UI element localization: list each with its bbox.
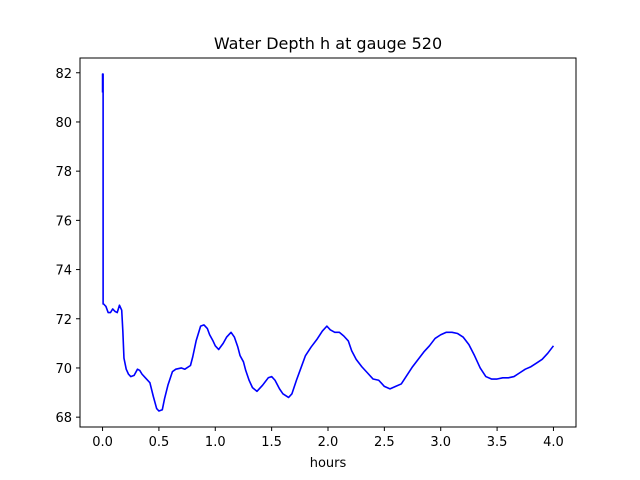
x-tick-label: 0.5 <box>149 435 170 450</box>
y-tick-label: 78 <box>55 165 72 180</box>
y-tick-label: 74 <box>55 264 72 279</box>
y-axis: 68 70 72 74 76 78 80 82 <box>55 67 80 426</box>
y-tick-label: 72 <box>55 313 72 328</box>
x-tick-label: 2.0 <box>318 435 339 450</box>
series-line <box>101 73 555 412</box>
x-tick-label: 1.0 <box>205 435 226 450</box>
x-tick-label: 0.0 <box>92 435 113 450</box>
x-tick-label: 1.5 <box>261 435 282 450</box>
y-tick-label: 82 <box>55 67 72 82</box>
y-tick-label: 68 <box>55 411 72 426</box>
x-axis: 0.0 0.5 1.0 1.5 2.0 2.5 3.0 3.5 4.0 <box>92 427 564 450</box>
series-layer <box>101 73 555 412</box>
x-axis-label: hours <box>310 456 347 471</box>
y-tick-label: 70 <box>55 362 72 377</box>
x-tick-label: 3.5 <box>487 435 508 450</box>
chart-title: Water Depth h at gauge 520 <box>214 34 442 53</box>
y-tick-label: 80 <box>55 116 72 131</box>
x-tick-label: 2.5 <box>374 435 395 450</box>
y-tick-label: 76 <box>55 214 72 229</box>
x-tick-label: 4.0 <box>543 435 564 450</box>
x-tick-label: 3.0 <box>430 435 451 450</box>
